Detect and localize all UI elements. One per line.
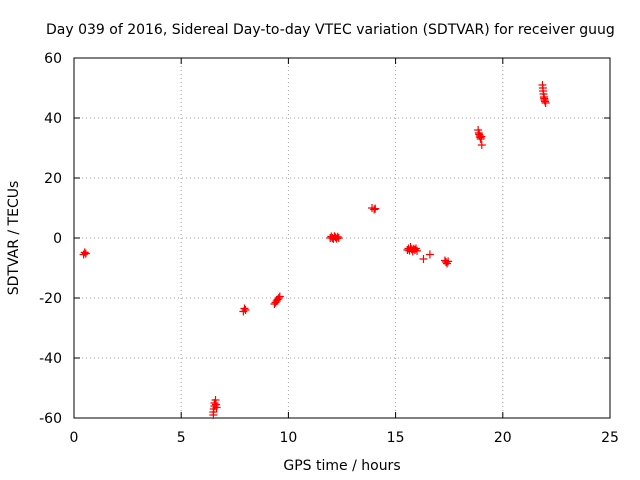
data-point bbox=[541, 99, 550, 107]
x-tick-label: 0 bbox=[70, 430, 79, 446]
data-point bbox=[241, 306, 250, 314]
x-axis-tick-labels: 0 5 10 15 20 25 bbox=[70, 430, 619, 446]
data-points bbox=[79, 81, 550, 419]
y-axis-tick-labels: -60 -40 -20 0 20 40 60 bbox=[39, 51, 62, 427]
data-point bbox=[541, 97, 550, 106]
y-tick-label: -60 bbox=[39, 411, 62, 427]
data-point bbox=[333, 232, 342, 241]
x-tick-label: 5 bbox=[177, 430, 186, 446]
data-point bbox=[477, 141, 486, 149]
y-axis-label: SDTVAR / TECUs bbox=[6, 181, 22, 296]
data-point bbox=[425, 250, 434, 259]
data-point bbox=[81, 249, 90, 258]
y-tick-label: -20 bbox=[39, 291, 62, 307]
x-tick-label: 25 bbox=[601, 430, 619, 446]
data-point bbox=[240, 304, 249, 313]
data-point bbox=[212, 403, 221, 412]
y-tick-label: 40 bbox=[44, 111, 62, 127]
y-tick-label: -40 bbox=[39, 351, 62, 367]
data-point bbox=[275, 292, 284, 301]
x-tick-label: 20 bbox=[494, 430, 512, 446]
data-point bbox=[80, 248, 89, 257]
x-tick-label: 15 bbox=[387, 430, 405, 446]
data-point bbox=[419, 255, 428, 263]
x-tick-label: 10 bbox=[279, 430, 297, 446]
data-point bbox=[334, 234, 343, 242]
data-point bbox=[371, 204, 380, 213]
axis-ticks bbox=[73, 57, 611, 419]
y-tick-label: 0 bbox=[53, 231, 62, 247]
data-point bbox=[370, 205, 379, 214]
chart-title: Day 039 of 2016, Sidereal Day-to-day VTE… bbox=[46, 22, 615, 38]
y-tick-label: 20 bbox=[44, 171, 62, 187]
y-tick-label: 60 bbox=[44, 51, 62, 67]
data-point bbox=[79, 250, 88, 259]
data-point bbox=[413, 246, 422, 255]
data-point bbox=[274, 294, 283, 302]
x-axis-label: GPS time / hours bbox=[283, 458, 400, 474]
data-point bbox=[477, 132, 486, 141]
data-point bbox=[444, 257, 453, 266]
